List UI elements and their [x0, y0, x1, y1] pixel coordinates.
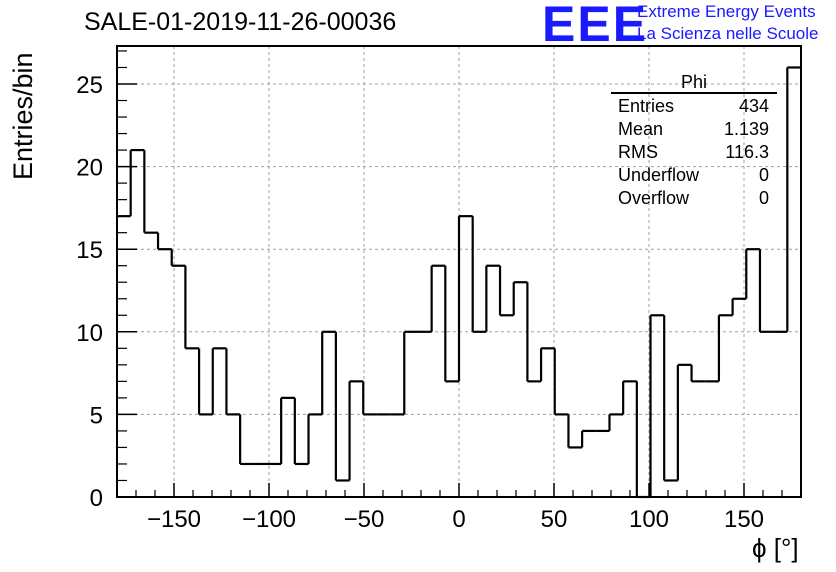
stats-label: RMS [618, 142, 658, 162]
eee-logo: EEE [542, 0, 649, 52]
stats-value: 116.3 [725, 142, 769, 162]
y-axis-label: Entries/bin [8, 52, 38, 180]
y-tick-label: 20 [76, 155, 103, 182]
stats-box: Phi Entries 434 Mean 1.139 RMS 116.3 Und… [611, 72, 777, 210]
x-axis-label: ϕ [°] [752, 533, 799, 563]
x-tick-label: 0 [452, 506, 465, 533]
stats-title: Phi [611, 72, 777, 94]
x-tick-label: 100 [629, 506, 669, 533]
y-tick-label: 10 [76, 320, 103, 347]
stats-row-overflow: Overflow 0 [611, 187, 777, 210]
x-tick-label: 50 [541, 506, 568, 533]
stats-label: Underflow [618, 165, 700, 185]
stats-row-underflow: Underflow 0 [611, 164, 777, 187]
stats-row-mean: Mean 1.139 [611, 118, 777, 141]
tick-label-layer: −150 −100 −50 0 50 100 150 0 5 10 15 20 25 [76, 72, 764, 533]
stats-value: 1.139 [723, 119, 769, 139]
histogram-layer [117, 66, 801, 499]
y-tick-label: 25 [76, 72, 103, 99]
stats-row-entries: Entries 434 [611, 95, 777, 118]
stats-value: 434 [738, 96, 769, 116]
y-tick-label: 5 [90, 402, 103, 429]
stats-label: Mean [618, 119, 664, 139]
x-tick-label: −100 [242, 506, 296, 533]
stats-label: Overflow [618, 188, 690, 208]
x-tick-label: 150 [724, 506, 764, 533]
logo-caption-line2: La Scienza nelle Scuole [637, 24, 819, 43]
tick-layer [117, 50, 783, 498]
x-tick-label: −50 [344, 506, 385, 533]
y-tick-label: 15 [76, 237, 103, 264]
y-tick-label: 0 [90, 485, 103, 512]
stats-row-rms: RMS 116.3 [611, 141, 777, 164]
stats-label: Entries [618, 96, 675, 116]
chart-title: SALE-01-2019-11-26-00036 [84, 8, 397, 36]
stats-value: 0 [758, 165, 769, 185]
stats-value: 0 [758, 188, 769, 208]
x-tick-label: −150 [147, 506, 201, 533]
logo-caption-line1: Extreme Energy Events [637, 2, 816, 21]
